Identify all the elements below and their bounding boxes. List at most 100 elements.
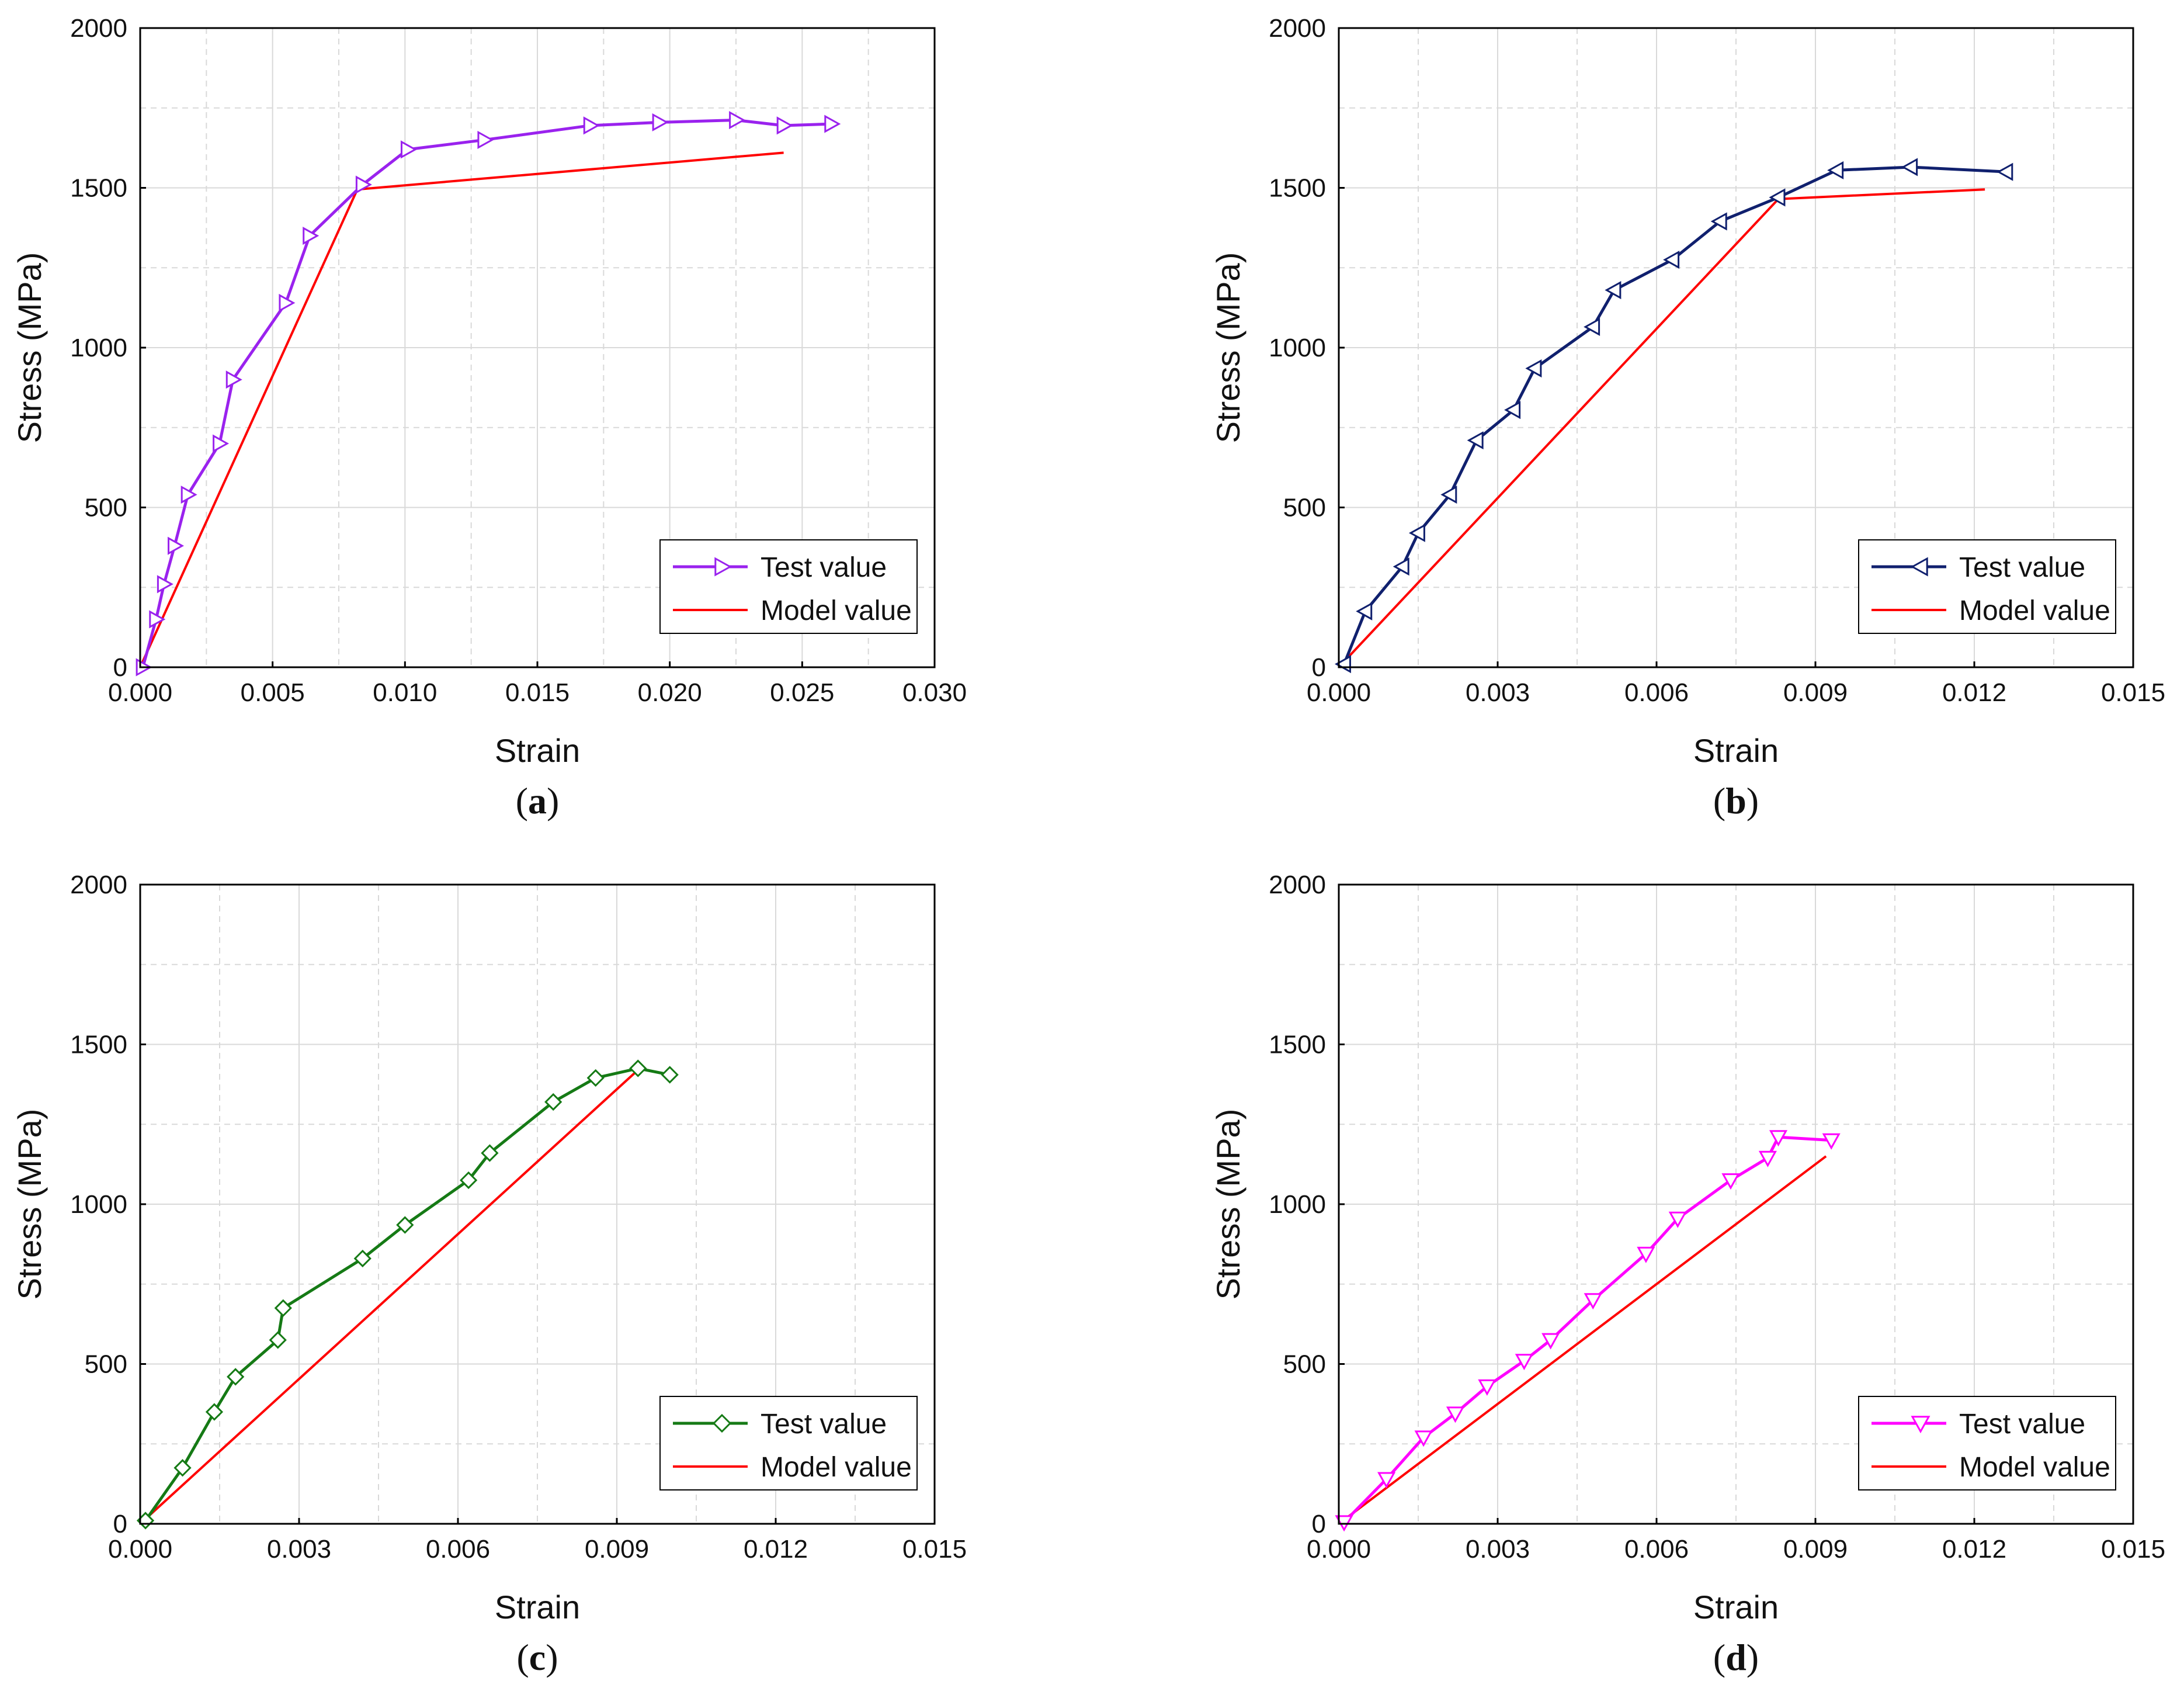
test-value-point bbox=[279, 293, 296, 312]
test-value-point bbox=[824, 115, 841, 133]
test-value-point bbox=[1758, 1150, 1777, 1167]
legend-label: Model value bbox=[761, 1452, 912, 1483]
x-tick-label: 0.003 bbox=[1466, 1535, 1530, 1564]
legend-label: Test value bbox=[761, 552, 887, 583]
test-value-point bbox=[173, 1459, 192, 1477]
series-model-value bbox=[139, 1069, 639, 1525]
test-value-point bbox=[1769, 188, 1786, 207]
y-tick-label: 1500 bbox=[1269, 1031, 1326, 1059]
chart-panel-2: 0.000 0.003 0.006 0.009 0.012 0.015 0 500 1000 15… bbox=[1210, 14, 2165, 821]
test-value-point bbox=[1637, 1246, 1655, 1263]
plot-frame bbox=[139, 27, 936, 668]
panel-label: (a) bbox=[516, 780, 560, 821]
legend-marker bbox=[1910, 557, 1928, 577]
panel-label: (d) bbox=[1713, 1637, 1759, 1678]
plot-frame bbox=[1338, 27, 2134, 668]
test-value-point bbox=[1584, 1293, 1602, 1310]
test-value-point bbox=[1446, 1406, 1465, 1423]
y-tick-label: 1000 bbox=[1269, 334, 1326, 362]
x-axis-title: Strain bbox=[495, 1589, 580, 1625]
test-value-point bbox=[225, 370, 242, 389]
x-tick-label: 0.006 bbox=[426, 1535, 490, 1564]
legend: Test value Model value bbox=[1858, 1396, 2116, 1490]
x-tick-label: 0.000 bbox=[108, 678, 172, 707]
test-value-point bbox=[629, 1059, 647, 1077]
x-tick-label: 0.003 bbox=[267, 1535, 331, 1564]
plot-frame bbox=[1338, 883, 2134, 1525]
test-value-point bbox=[213, 434, 230, 453]
test-value-point bbox=[1605, 280, 1621, 300]
legend-label: Model value bbox=[761, 595, 912, 626]
test-value-point bbox=[586, 1069, 605, 1087]
x-tick-label: 0.012 bbox=[1942, 678, 2006, 707]
test-value-point bbox=[1525, 359, 1542, 378]
y-tick-label: 2000 bbox=[1269, 871, 1326, 899]
x-tick-label: 0.006 bbox=[1624, 1535, 1689, 1564]
series-test-value bbox=[136, 1059, 679, 1530]
test-value-point bbox=[1663, 251, 1680, 269]
x-tick-label: 0.012 bbox=[1942, 1535, 2006, 1564]
y-tick-label: 1500 bbox=[70, 174, 127, 203]
test-value-point bbox=[1584, 317, 1600, 336]
x-tick-label: 0.000 bbox=[1307, 1535, 1371, 1564]
y-tick-label: 0 bbox=[113, 1510, 127, 1538]
legend-box bbox=[659, 1396, 918, 1490]
panel-label: (b) bbox=[1713, 780, 1759, 821]
x-tick-label: 0.015 bbox=[2101, 1535, 2165, 1564]
y-tick-label: 500 bbox=[85, 1350, 127, 1379]
x-tick-label: 0.009 bbox=[1783, 678, 1848, 707]
test-value-line bbox=[144, 1067, 671, 1521]
x-tick-label: 0.003 bbox=[1466, 678, 1530, 707]
x-tick-label: 0.005 bbox=[241, 678, 305, 707]
test-value-point bbox=[303, 227, 320, 245]
legend-label: Test value bbox=[1959, 1409, 2085, 1440]
test-value-point bbox=[544, 1093, 563, 1111]
test-value-point bbox=[1478, 1379, 1496, 1396]
legend-box bbox=[1858, 539, 2116, 634]
test-value-point bbox=[1408, 524, 1425, 542]
x-tick-label: 0.030 bbox=[902, 678, 967, 707]
test-value-line bbox=[1342, 165, 2006, 665]
y-tick-label: 1500 bbox=[70, 1031, 127, 1059]
test-value-point bbox=[1721, 1173, 1740, 1190]
legend-marker bbox=[1911, 1416, 1930, 1434]
x-tick-label: 0.012 bbox=[744, 1535, 808, 1564]
test-value-point bbox=[1710, 212, 1727, 231]
x-tick-label: 0.025 bbox=[770, 678, 834, 707]
test-value-point bbox=[1356, 602, 1373, 621]
grid bbox=[1339, 885, 2133, 1524]
series-test-value bbox=[136, 110, 841, 677]
panel-label: (c) bbox=[516, 1637, 558, 1678]
x-tick-label: 0.020 bbox=[638, 678, 702, 707]
y-tick-label: 2000 bbox=[70, 14, 127, 43]
test-value-point bbox=[1515, 1354, 1533, 1371]
test-value-point bbox=[168, 536, 185, 555]
x-tick-label: 0.010 bbox=[373, 678, 437, 707]
y-axis-title: Stress (MPa) bbox=[1210, 1109, 1246, 1300]
test-value-point bbox=[1996, 162, 2013, 181]
y-tick-label: 500 bbox=[1283, 494, 1326, 522]
legend-label: Model value bbox=[1959, 1452, 2110, 1483]
test-value-point bbox=[1467, 431, 1484, 450]
test-value-point bbox=[1440, 486, 1457, 504]
test-value-point bbox=[180, 486, 197, 504]
y-tick-label: 500 bbox=[85, 494, 127, 522]
test-value-point bbox=[149, 610, 166, 629]
legend-label: Test value bbox=[761, 1409, 887, 1440]
y-tick-label: 1000 bbox=[70, 1190, 127, 1219]
test-value-point bbox=[1541, 1333, 1560, 1350]
y-tick-label: 2000 bbox=[1269, 14, 1326, 43]
legend-marker bbox=[714, 557, 732, 577]
x-tick-label: 0.015 bbox=[902, 1535, 967, 1564]
y-tick-label: 1500 bbox=[1269, 174, 1326, 203]
test-value-point bbox=[227, 1368, 245, 1386]
test-value-point bbox=[355, 175, 372, 194]
test-value-point bbox=[205, 1403, 224, 1421]
test-value-point bbox=[396, 1216, 414, 1234]
test-value-point bbox=[1822, 1133, 1841, 1150]
y-tick-label: 2000 bbox=[70, 871, 127, 899]
chart-panel-1: 0.000 0.005 0.010 0.015 0.020 0.025 0.030 0 500 1… bbox=[11, 14, 967, 821]
x-tick-label: 0.009 bbox=[1783, 1535, 1848, 1564]
y-axis-title: Stress (MPa) bbox=[1210, 252, 1246, 443]
